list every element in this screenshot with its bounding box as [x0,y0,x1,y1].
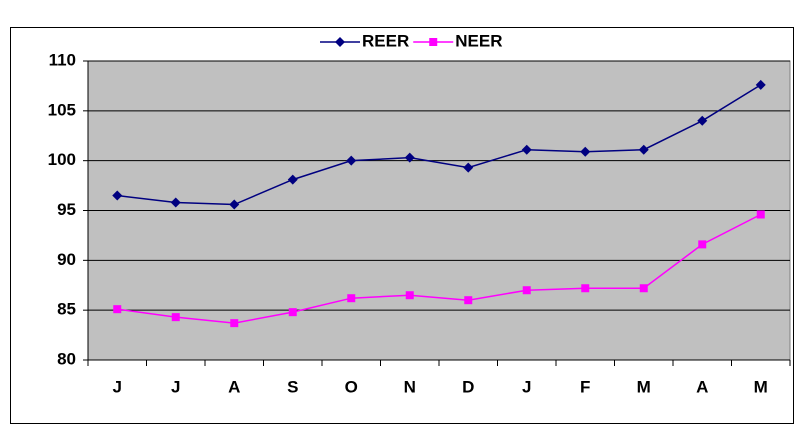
x-tick-label: M [637,377,651,396]
data-point [581,284,590,293]
data-point [639,284,648,293]
data-point [521,144,532,155]
data-point [287,174,298,185]
x-tick-label: A [228,377,240,396]
legend-label: NEER [455,31,502,50]
series-line [117,84,762,206]
data-point [697,115,708,126]
data-point [463,162,474,173]
data-point [638,144,649,155]
data-point [347,294,356,303]
x-tick-label: A [696,377,708,396]
x-tick-label: J [113,377,122,396]
y-tick-label: 100 [48,150,76,169]
data-point [229,199,240,210]
data-point [464,296,473,305]
data-point [112,190,123,201]
x-tick-label: D [462,377,474,396]
y-tick-label: 85 [57,300,76,319]
x-tick-label: S [287,377,298,396]
data-point [171,313,180,322]
data-point [113,305,122,314]
data-point [580,146,591,157]
x-tick-label: J [171,377,180,396]
data-point [170,197,181,208]
legend-label: REER [362,31,409,50]
y-tick-label: 95 [57,200,76,219]
x-tick-label: M [754,377,768,396]
data-point [756,210,765,219]
y-tick-label: 105 [48,100,76,119]
x-tick-label: N [404,377,416,396]
x-tick-label: O [345,377,358,396]
x-tick-label: F [580,377,590,396]
x-tick-label: J [522,377,531,396]
data-point [755,79,766,90]
data-point [346,155,357,166]
data-point [230,319,239,328]
data-point [404,152,415,163]
y-tick-label: 110 [49,50,76,69]
data-point [288,308,297,317]
data-point [698,240,707,249]
y-tick-label: 80 [57,349,76,368]
y-tick-label: 90 [57,250,76,269]
legend-marker [429,38,438,46]
data-point [522,286,531,295]
series-line [117,213,762,324]
legend-marker [335,37,345,47]
data-point [405,291,414,300]
